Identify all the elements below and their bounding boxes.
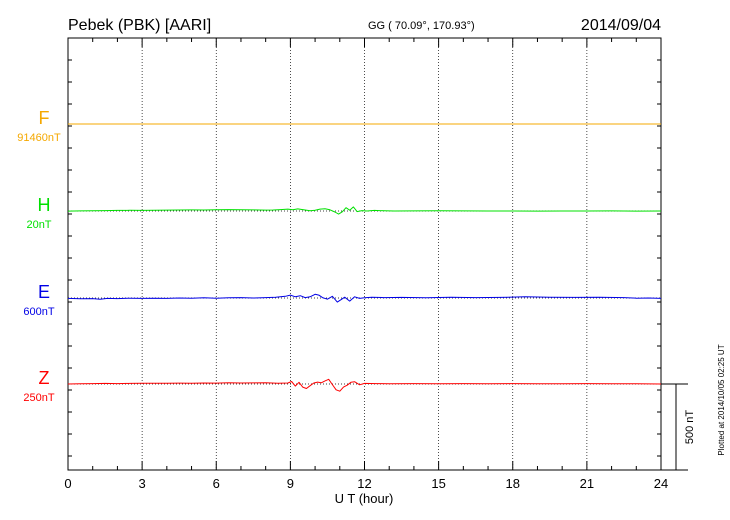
x-tick-label: 3 [139,476,146,491]
trace-z [67,378,662,392]
tick-layer [67,38,662,470]
grid-layer [68,38,661,470]
trace-h [67,206,662,215]
x-tick-label: 18 [506,476,520,491]
channel-name-f: F [39,108,50,128]
x-tick-label: 9 [287,476,294,491]
scale-bar-label: 500 nT [684,410,696,445]
x-tick-label: 6 [213,476,220,491]
channel-baseline-h: 20nT [26,219,51,231]
traces-layer [67,123,662,392]
x-tick-label: 24 [654,476,668,491]
scale-bar: 500 nT [661,383,696,471]
x-tick-labels: 0 3 6 9 12 15 18 21 24 [64,476,668,491]
channel-name-h: H [38,195,51,215]
channel-baseline-e: 600nT [23,306,54,318]
station-coordinates: GG ( 70.09°, 170.93°) [368,20,475,32]
trace-e [67,293,662,303]
x-tick-label: 12 [357,476,371,491]
plotted-timestamp: Plotted at 2014/10/05 02:25 UT [717,344,726,455]
chart-date: 2014/09/04 [581,17,661,34]
station-title: Pebek (PBK) [AARI] [68,17,211,34]
x-tick-label: 0 [64,476,71,491]
x-axis-label: U T (hour) [335,491,394,506]
channel-baseline-z: 250nT [23,392,54,404]
x-tick-label: 21 [580,476,594,491]
channel-labels: F 91460nT H 20nT E 600nT Z 250nT [17,108,61,404]
channel-name-e: E [38,282,50,302]
channel-baseline-f: 91460nT [17,132,61,144]
x-tick-label: 15 [431,476,445,491]
channel-name-z: Z [39,368,50,388]
